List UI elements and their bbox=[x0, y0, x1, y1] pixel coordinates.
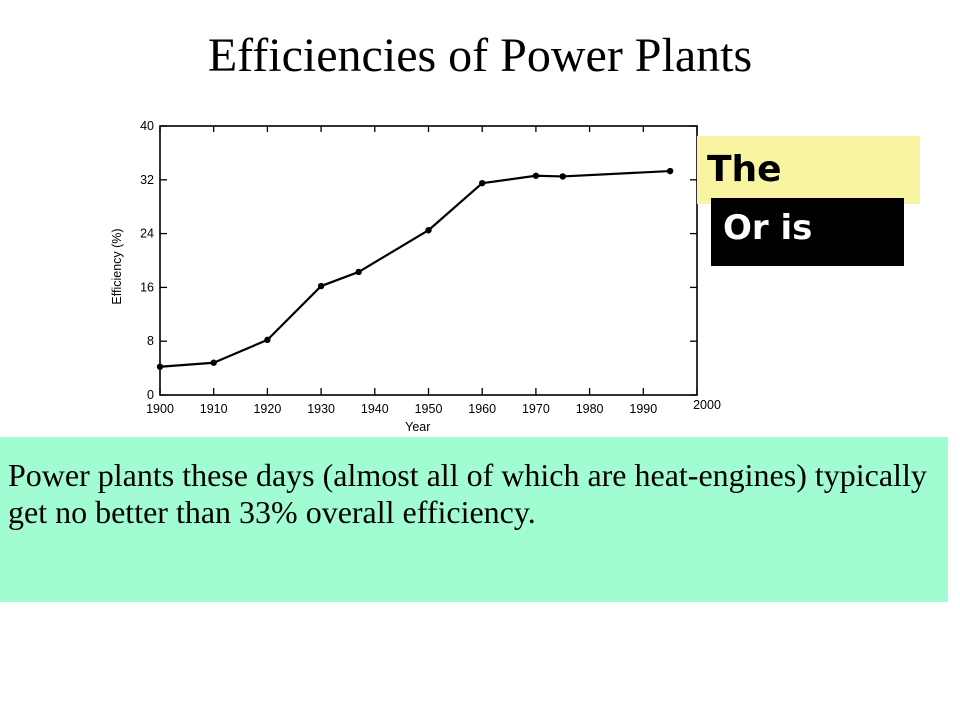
data-point-1910 bbox=[210, 359, 217, 366]
data-point-1950 bbox=[425, 227, 432, 234]
data-point-1900 bbox=[156, 363, 164, 370]
callout-bottom: Or is bbox=[711, 198, 904, 266]
x-tick-label-1910: 1910 bbox=[200, 402, 228, 416]
data-point-1995 bbox=[666, 167, 674, 175]
series-efficiency bbox=[156, 167, 674, 370]
callout-top: The bbox=[697, 136, 920, 204]
y-tick-label-8: 8 bbox=[147, 334, 154, 348]
x-tick-label-1990: 1990 bbox=[629, 402, 657, 416]
x-tick-label-1960: 1960 bbox=[468, 402, 496, 416]
data-point-1975 bbox=[559, 173, 566, 180]
plot-border bbox=[159, 125, 698, 396]
x-tick-label-1920: 1920 bbox=[253, 402, 281, 416]
data-point-1970 bbox=[532, 172, 540, 179]
y-tick-label-32: 32 bbox=[140, 173, 154, 187]
y-axis: 0 8 16 24 32 40 bbox=[140, 119, 697, 402]
x-tick-label-1980: 1980 bbox=[576, 402, 604, 416]
y-tick-label-24: 24 bbox=[140, 227, 154, 241]
x-tick-label-1940: 1940 bbox=[361, 402, 389, 416]
x-tick-label-1930: 1930 bbox=[307, 402, 335, 416]
y-tick-label-40: 40 bbox=[140, 119, 154, 133]
slide-title: Efficiencies of Power Plants bbox=[207, 29, 753, 82]
plot-frame bbox=[159, 125, 698, 396]
x-tick-label-1970: 1970 bbox=[522, 402, 550, 416]
data-point-1920 bbox=[264, 336, 271, 344]
data-point-1937 bbox=[355, 268, 362, 276]
x-axis: 1900 1910 1920 1930 1940 1950 1960 1970 1980 1990… bbox=[146, 126, 721, 416]
y-tick-label-0: 0 bbox=[147, 388, 154, 402]
series-line bbox=[159, 169, 671, 368]
y-tick-label-16: 16 bbox=[140, 280, 154, 294]
data-point-1960 bbox=[479, 179, 486, 187]
x-tick-label-2000: 2000 bbox=[693, 398, 721, 412]
caption-text: Power plants these days (almost all of w… bbox=[0, 437, 948, 602]
x-tick-label-1900: 1900 bbox=[146, 402, 174, 416]
y-axis-title: Efficiency (%) bbox=[110, 228, 124, 304]
x-axis-title: Year bbox=[405, 420, 430, 434]
data-point-1930 bbox=[317, 282, 325, 290]
x-tick-label-1950: 1950 bbox=[415, 402, 443, 416]
